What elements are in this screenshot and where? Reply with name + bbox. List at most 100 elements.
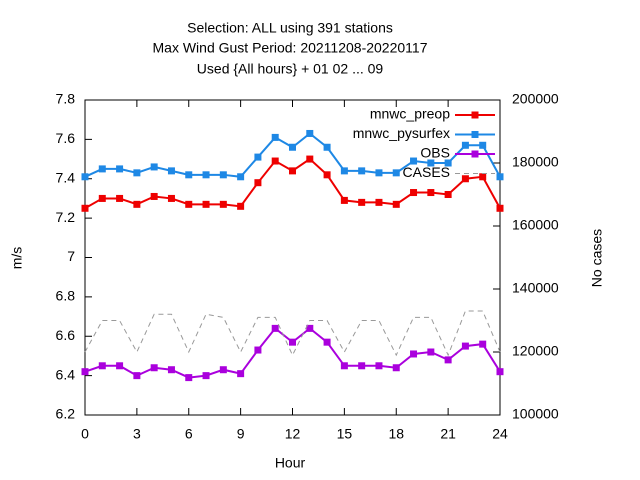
point bbox=[116, 165, 124, 173]
point bbox=[444, 356, 452, 364]
point bbox=[323, 338, 331, 346]
point bbox=[444, 191, 452, 198]
point bbox=[340, 362, 348, 370]
point bbox=[150, 192, 158, 200]
point bbox=[358, 167, 366, 175]
point bbox=[133, 169, 141, 177]
x-tick-label: 0 bbox=[81, 426, 89, 442]
y-tick-label: 6.4 bbox=[56, 366, 76, 382]
point bbox=[323, 171, 331, 179]
point bbox=[81, 204, 89, 212]
point bbox=[237, 202, 245, 210]
x-tick-label: 18 bbox=[388, 426, 404, 442]
y2-tick-label: 140000 bbox=[512, 280, 559, 296]
point bbox=[410, 157, 418, 165]
y-tick-label: 6.8 bbox=[56, 288, 76, 304]
y-axis-label: m/s bbox=[9, 247, 25, 270]
point bbox=[306, 129, 314, 137]
point bbox=[479, 173, 487, 181]
y2-tick-label: 160000 bbox=[512, 217, 559, 233]
legend-label: mnwc_pysurfex bbox=[353, 125, 450, 141]
point bbox=[98, 165, 106, 173]
point bbox=[306, 155, 314, 163]
legend-label: CASES bbox=[403, 164, 450, 180]
point bbox=[237, 370, 245, 378]
chart-title: Max Wind Gust Period: 20211208-20220117 bbox=[153, 40, 428, 56]
point bbox=[427, 348, 435, 356]
y-tick-label: 6.2 bbox=[56, 406, 76, 422]
point bbox=[202, 171, 210, 179]
y-tick-label: 7.8 bbox=[56, 91, 76, 107]
chart-title: Used {All hours} + 01 02 ... 09 bbox=[197, 61, 384, 77]
point bbox=[340, 167, 348, 175]
point bbox=[150, 364, 158, 372]
y-tick-label: 7.4 bbox=[56, 169, 76, 185]
x-tick-label: 15 bbox=[337, 426, 353, 442]
point bbox=[289, 167, 296, 175]
point bbox=[167, 366, 175, 374]
point bbox=[479, 340, 487, 348]
point bbox=[289, 143, 296, 151]
point bbox=[202, 372, 210, 380]
point bbox=[289, 338, 296, 346]
point bbox=[375, 362, 383, 370]
point bbox=[254, 346, 262, 354]
point bbox=[219, 366, 227, 374]
point bbox=[254, 153, 262, 161]
chart-title: Selection: ALL using 391 stations bbox=[187, 20, 393, 36]
point bbox=[219, 171, 227, 179]
point bbox=[427, 159, 435, 167]
point bbox=[150, 163, 158, 171]
point bbox=[323, 143, 331, 151]
point bbox=[461, 175, 469, 183]
x-tick-label: 3 bbox=[133, 426, 141, 442]
point bbox=[237, 173, 245, 181]
legend-label: mnwc_preop bbox=[370, 106, 450, 122]
point bbox=[340, 196, 348, 204]
point bbox=[410, 350, 418, 358]
point bbox=[427, 189, 435, 197]
point bbox=[254, 179, 262, 187]
legend-label: OBS bbox=[420, 145, 450, 161]
point bbox=[496, 204, 504, 212]
y2-axis-label: No cases bbox=[589, 229, 605, 287]
legend-marker bbox=[471, 111, 479, 119]
point bbox=[461, 141, 469, 149]
point bbox=[98, 362, 106, 370]
point bbox=[392, 364, 400, 372]
point bbox=[167, 194, 175, 202]
legend-marker bbox=[471, 131, 479, 138]
series-line bbox=[84, 326, 501, 379]
point bbox=[98, 194, 106, 202]
point bbox=[392, 200, 400, 208]
y2-tick-label: 120000 bbox=[512, 343, 559, 359]
point bbox=[375, 198, 383, 206]
point bbox=[185, 171, 193, 179]
point bbox=[358, 198, 366, 206]
point bbox=[185, 200, 193, 208]
legend-marker bbox=[471, 150, 479, 158]
point bbox=[496, 173, 504, 181]
point bbox=[81, 368, 89, 376]
point bbox=[306, 324, 314, 332]
x-tick-label: 21 bbox=[440, 426, 456, 442]
x-tick-label: 24 bbox=[492, 426, 508, 442]
y2-tick-label: 200000 bbox=[512, 91, 559, 107]
x-tick-label: 9 bbox=[237, 426, 245, 442]
y-tick-label: 6.6 bbox=[56, 327, 76, 343]
y-tick-label: 7.2 bbox=[56, 209, 76, 225]
point bbox=[496, 368, 504, 376]
point bbox=[185, 374, 193, 382]
point bbox=[358, 362, 366, 370]
point bbox=[81, 173, 89, 181]
point bbox=[375, 169, 383, 177]
point bbox=[479, 141, 487, 149]
y-tick-label: 7 bbox=[67, 248, 75, 264]
point bbox=[133, 200, 141, 208]
point bbox=[116, 362, 124, 370]
point bbox=[219, 200, 227, 208]
point bbox=[271, 324, 279, 332]
point bbox=[202, 200, 210, 208]
point bbox=[410, 189, 418, 197]
